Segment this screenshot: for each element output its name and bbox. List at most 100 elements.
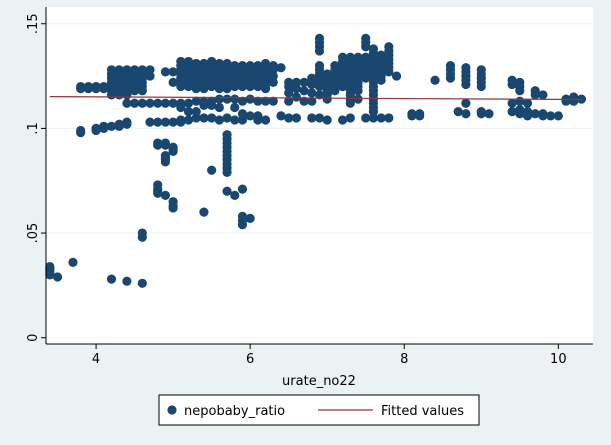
data-point — [391, 71, 402, 81]
data-point — [76, 84, 86, 94]
data-point — [145, 71, 155, 81]
x-tick-label: 8 — [400, 352, 408, 367]
data-point — [237, 96, 248, 106]
data-point — [384, 67, 394, 77]
data-point — [299, 96, 309, 106]
data-point — [507, 79, 517, 90]
fitted-line — [49, 95, 582, 101]
x-axis-title: urate_no22 — [282, 374, 356, 389]
data-point — [160, 117, 171, 127]
data-point — [461, 79, 471, 90]
data-point — [153, 140, 163, 150]
data-point — [338, 81, 348, 92]
data-point — [515, 86, 525, 96]
data-point — [207, 100, 217, 110]
data-point — [314, 113, 325, 123]
data-point — [137, 278, 147, 288]
data-point — [407, 111, 417, 121]
data-point — [530, 90, 540, 100]
data-point — [253, 115, 263, 125]
data-point — [114, 121, 124, 131]
data-point — [353, 86, 363, 96]
data-point — [222, 167, 232, 177]
data-point — [99, 123, 109, 134]
data-point — [345, 98, 355, 108]
data-point — [430, 75, 440, 85]
data-point — [291, 92, 301, 102]
data-point — [522, 98, 533, 108]
data-point — [268, 96, 278, 106]
data-point — [160, 98, 171, 108]
legend-marker-nepobaby-ratio — [167, 405, 177, 415]
data-point — [569, 96, 579, 106]
x-tick-label: 4 — [92, 352, 100, 367]
data-point — [199, 100, 209, 110]
data-point — [268, 77, 278, 87]
legend-label-nepobaby-ratio: nepobaby_ratio — [184, 404, 285, 419]
data-point — [260, 96, 271, 106]
data-point — [515, 109, 525, 119]
data-point — [546, 111, 556, 121]
data-point — [183, 107, 194, 117]
data-point — [106, 121, 117, 131]
data-point — [322, 115, 332, 125]
data-point — [484, 109, 494, 119]
data-point — [314, 81, 325, 92]
data-point — [191, 96, 201, 106]
data-point — [245, 111, 255, 121]
data-point — [322, 94, 332, 104]
data-point — [237, 220, 248, 230]
data-point — [52, 272, 63, 282]
data-point — [207, 81, 217, 92]
data-point — [284, 88, 294, 98]
data-point — [230, 94, 240, 104]
data-point — [160, 67, 171, 77]
data-point — [207, 113, 217, 123]
data-point — [361, 113, 371, 123]
data-point — [476, 109, 486, 119]
data-point — [291, 84, 301, 94]
data-point — [153, 188, 163, 198]
data-point — [307, 96, 317, 106]
data-point — [361, 73, 371, 83]
data-point — [214, 102, 224, 113]
data-point — [199, 84, 209, 94]
scatter-points — [45, 33, 587, 288]
data-point — [353, 94, 363, 104]
data-point — [230, 115, 240, 125]
data-point — [230, 190, 240, 200]
legend: nepobaby_ratio Fitted values — [158, 394, 480, 426]
data-point — [160, 190, 171, 200]
data-point — [168, 203, 178, 213]
data-point — [237, 184, 248, 194]
data-point — [199, 113, 209, 123]
data-point — [376, 75, 386, 85]
data-point — [222, 84, 232, 94]
fitted-line-group — [49, 95, 582, 101]
data-point — [338, 115, 348, 125]
data-point — [129, 98, 140, 108]
data-point — [129, 86, 140, 96]
data-point — [145, 117, 155, 127]
data-point — [276, 111, 286, 121]
data-point — [68, 257, 78, 267]
data-point — [276, 63, 286, 73]
data-point — [237, 115, 248, 125]
data-point — [122, 276, 132, 286]
data-point — [453, 107, 463, 117]
data-point — [361, 42, 371, 52]
data-point — [476, 81, 486, 92]
data-point — [253, 81, 263, 92]
y-tick-label: 0 — [26, 334, 41, 342]
data-point — [106, 274, 117, 284]
data-point — [183, 98, 194, 108]
data-point — [191, 113, 201, 123]
data-point — [176, 81, 186, 92]
data-point — [214, 84, 224, 94]
y-tick-label: .15 — [26, 13, 41, 34]
data-point — [230, 102, 240, 113]
y-axis-ticks: 0 .05 .1 .15 — [26, 13, 46, 342]
data-point — [168, 67, 178, 77]
data-point — [214, 94, 224, 104]
data-point — [137, 98, 147, 108]
